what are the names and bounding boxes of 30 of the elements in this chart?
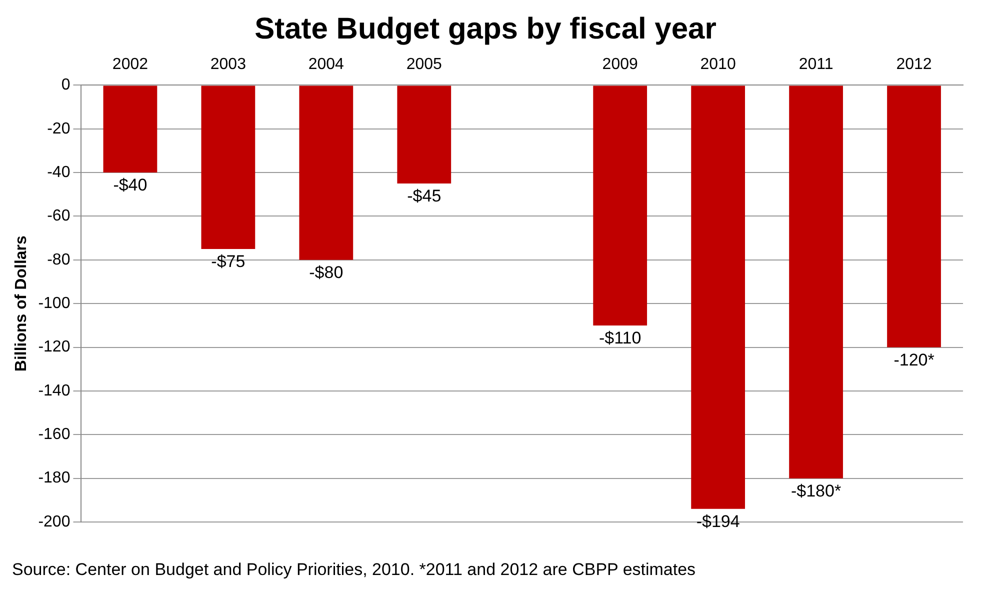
y-tick-label: -180 [38, 470, 70, 487]
x-tick-label: 2010 [700, 56, 736, 74]
x-tick-label: 2002 [112, 56, 148, 74]
x-tick-label: 2003 [210, 56, 246, 74]
data-label: -120* [894, 350, 935, 370]
source-note: Source: Center on Budget and Policy Priorities, 2010. *2011 and 2012 are CBPP estimates [12, 560, 697, 580]
y-tick-label: 0 [61, 76, 70, 94]
y-tick-label: -200 [38, 513, 70, 530]
data-label: -$194 [696, 512, 740, 532]
x-tick-label: 2004 [308, 56, 344, 74]
y-axis-title: Billions of Dollars [13, 235, 30, 372]
y-tick-label: -100 [38, 295, 70, 312]
y-tick-label: -120 [38, 338, 70, 356]
data-label: -$180* [790, 482, 842, 501]
data-label: -$80 [309, 263, 344, 282]
x-tick-label: 2009 [602, 56, 638, 74]
y-tick-label: -160 [38, 426, 70, 444]
y-tick-label: -60 [47, 208, 70, 225]
y-tick-label: -20 [47, 120, 70, 138]
data-label: -$40 [113, 176, 148, 195]
y-tick-label: -80 [47, 251, 70, 268]
data-label: -$110 [598, 328, 642, 348]
x-tick-label: 2005 [406, 56, 442, 74]
y-tick-label: -140 [38, 382, 70, 400]
data-label: -$45 [407, 186, 442, 206]
data-label: -$75 [211, 252, 246, 272]
x-tick-label: 2011 [798, 56, 834, 74]
chart-title: State Budget gaps by fiscal year [254, 12, 717, 46]
x-tick-label: 2012 [896, 56, 932, 74]
y-tick-label: -40 [47, 164, 70, 181]
